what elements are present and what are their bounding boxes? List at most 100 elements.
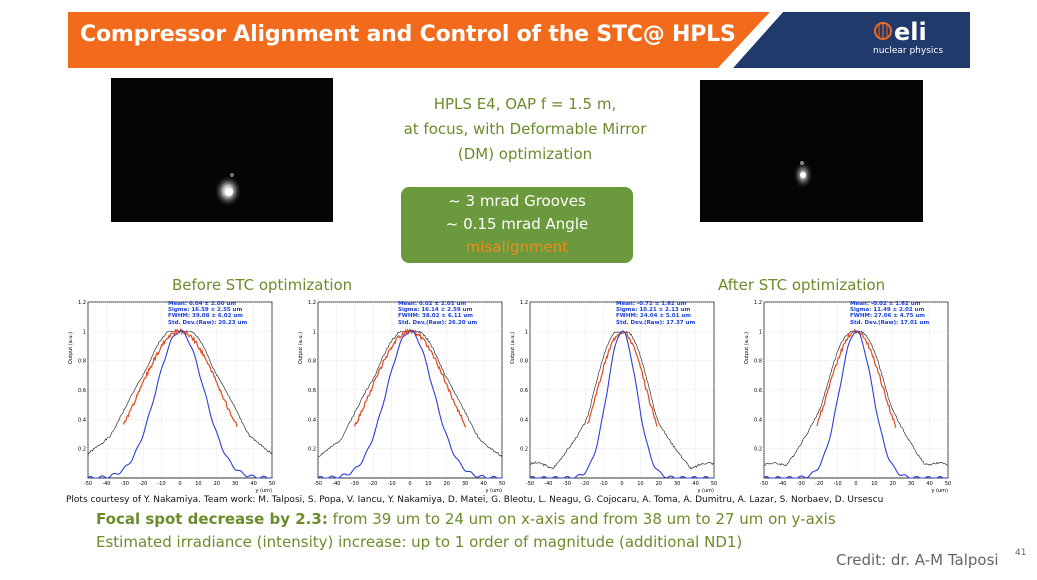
x-tick-label: -10 [158, 481, 166, 487]
y-tick-label: 0.8 [520, 359, 528, 365]
x-tick-label: -10 [834, 481, 842, 487]
caption-after: After STC optimization [718, 276, 886, 294]
x-tick-label: -50 [526, 481, 534, 487]
y-tick-label: 1 [313, 329, 316, 335]
x-tick-label: -30 [121, 481, 129, 487]
y-tick-label: 0.2 [754, 447, 762, 453]
plot-3: 0.2 0.4 0.6 0.8 1 1.2 -50 -40 -30 -20 -10 0 10 20 30 40… [508, 298, 722, 496]
plot-4-stat-stddev: Std. Dev.(Raw): 17.01 um [850, 319, 930, 326]
plot-3-chart: 0.2 0.4 0.6 0.8 1 1.2 -50 -40 -30 -20 -10 0 10 20 30 40… [510, 300, 717, 494]
plot-2-stat-fwhm: FWHM: 38.02 ± 6.11 um [398, 313, 473, 320]
x-tick-label: 40 [692, 481, 698, 487]
x-tick-label: -20 [139, 481, 147, 487]
page-number: 41 [1015, 548, 1027, 558]
x-tick-label: 50 [945, 481, 951, 487]
y-tick-label: 0.8 [308, 359, 316, 365]
y-tick-label: 0.6 [754, 388, 762, 394]
x-tick-label: -10 [600, 481, 608, 487]
focal-spot-text: Focal spot decrease by 2.3: from 39 um t… [96, 510, 836, 528]
x-tick-label: 0 [620, 481, 623, 487]
plot-2-chart: 0.2 0.4 0.6 0.8 1 1.2 -50 -40 -30 -20 -10 0 10 20 30 40… [298, 300, 505, 494]
profile-curve-ideal [317, 330, 502, 479]
y-tick-label: 1 [525, 329, 528, 335]
x-axis-label: y (um) [932, 488, 949, 494]
x-tick-label: 20 [656, 481, 662, 487]
config-line-3: (DM) optimization [457, 145, 593, 163]
x-tick-label: -40 [102, 481, 110, 487]
x-tick-label: 30 [674, 481, 680, 487]
profile-curve-fit [586, 330, 658, 427]
profile-curve-ideal [87, 329, 272, 479]
x-tick-label: 0 [854, 481, 857, 487]
grooves-text: ~ 3 mrad Grooves [448, 192, 586, 210]
plot-3-stat-sigma: Sigma: 10.21 ± 2.13 um [616, 307, 691, 314]
plot-1-stat-sigma: Sigma: 16.59 ± 2.55 um [168, 307, 243, 314]
logo-mark: eli [894, 18, 927, 46]
y-tick-label: 0.2 [520, 447, 528, 453]
configuration-text: HPLS E4, OAP f = 1.5 m, at focus, with D… [360, 92, 690, 167]
x-tick-label: 10 [637, 481, 643, 487]
plot-4-stat-fwhm: FWHM: 27.06 ± 4.75 um [850, 313, 925, 320]
plot-1-stat-mean: Mean: 0.04 ± 2.00 um [168, 301, 237, 307]
courtesy-text: Plots courtesy of Y. Nakamiya. Team work… [66, 495, 884, 505]
plot-1-stat-fwhm: FWHM: 39.08 ± 6.02 um [168, 313, 243, 320]
y-tick-label: 0.6 [308, 388, 316, 394]
plot-1: 0.2 0.4 0.6 0.8 1 1.2 -50 -40 -30 -20 -10 0 10 20 30 40… [66, 298, 280, 496]
eli-logo-icon: eli [874, 18, 927, 46]
y-axis-label: Output (a.u.) [510, 332, 516, 364]
y-tick-label: 0.6 [520, 388, 528, 394]
y-tick-label: 0.4 [78, 417, 86, 423]
x-tick-label: 50 [711, 481, 717, 487]
focal-spot-bold: Focal spot decrease by 2.3: [96, 510, 328, 528]
x-tick-label: -30 [797, 481, 805, 487]
profile-curve-ideal [529, 330, 714, 479]
x-tick-label: 0 [178, 481, 181, 487]
misalignment-text: misalignment [465, 238, 569, 256]
x-tick-label: -40 [778, 481, 786, 487]
plot-2: 0.2 0.4 0.6 0.8 1 1.2 -50 -40 -30 -20 -10 0 10 20 30 40… [296, 298, 510, 496]
y-tick-label: 1 [759, 329, 762, 335]
spot-image-after [700, 80, 923, 222]
plot-1-chart: 0.2 0.4 0.6 0.8 1 1.2 -50 -40 -30 -20 -10 0 10 20 30 40… [68, 300, 275, 494]
plot-1-stats: Mean: 0.04 ± 2.00 um Sigma: 16.59 ± 2.55… [168, 301, 247, 326]
header-banner [68, 12, 970, 68]
x-tick-label: -30 [563, 481, 571, 487]
x-tick-label: -50 [84, 481, 92, 487]
plot-2-stat-sigma: Sigma: 16.14 ± 2.59 um [398, 307, 473, 314]
x-tick-label: 30 [908, 481, 914, 487]
x-tick-label: 20 [214, 481, 220, 487]
x-axis-label: y (um) [698, 488, 715, 494]
profile-curve-ideal [763, 330, 948, 479]
plot-2-stat-stddev: Std. Dev.(Raw): 26.20 um [398, 319, 478, 326]
logo-subtext: nuclear physics [873, 46, 944, 56]
plot-4-stat-mean: Mean: -0.02 ± 1.62 um [850, 301, 921, 307]
spot-image-before [111, 78, 333, 222]
x-tick-label: 20 [890, 481, 896, 487]
plot-4-stat-sigma: Sigma: 11.49 ± 2.02 um [850, 307, 925, 314]
misalignment-box: ~ 3 mrad Grooves ~ 0.15 mrad Angle misal… [401, 187, 633, 263]
y-tick-label: 0.6 [78, 388, 86, 394]
y-tick-label: 1.2 [78, 300, 86, 306]
x-tick-label: 40 [926, 481, 932, 487]
plot-4-chart: 0.2 0.4 0.6 0.8 1 1.2 -50 -40 -30 -20 -10 0 10 20 30 40… [744, 300, 951, 494]
caption-before: Before STC optimization [172, 276, 353, 294]
x-tick-label: -10 [388, 481, 396, 487]
y-tick-label: 1.2 [754, 300, 762, 306]
x-tick-label: 50 [269, 481, 275, 487]
y-tick-label: 0.4 [308, 417, 316, 423]
x-tick-label: -20 [369, 481, 377, 487]
config-line-2: at focus, with Deformable Mirror [403, 120, 647, 138]
x-tick-label: -30 [351, 481, 359, 487]
y-tick-label: 1.2 [308, 300, 316, 306]
y-tick-label: 0.8 [754, 359, 762, 365]
y-tick-label: 0.8 [78, 359, 86, 365]
y-axis-label: Output (a.u.) [744, 332, 750, 364]
x-tick-label: 50 [499, 481, 505, 487]
x-tick-label: -50 [314, 481, 322, 487]
plot-2-stats: Mean: 0.02 ± 2.01 um Sigma: 16.14 ± 2.59… [398, 301, 477, 326]
profile-curve-measured [763, 330, 949, 467]
y-tick-label: 0.4 [754, 417, 762, 423]
x-tick-label: 10 [871, 481, 877, 487]
plot-4: 0.2 0.4 0.6 0.8 1 1.2 -50 -40 -30 -20 -10 0 10 20 30 40… [742, 298, 956, 496]
plot-3-stat-mean: Mean: -0.72 ± 1.62 um [616, 301, 687, 307]
